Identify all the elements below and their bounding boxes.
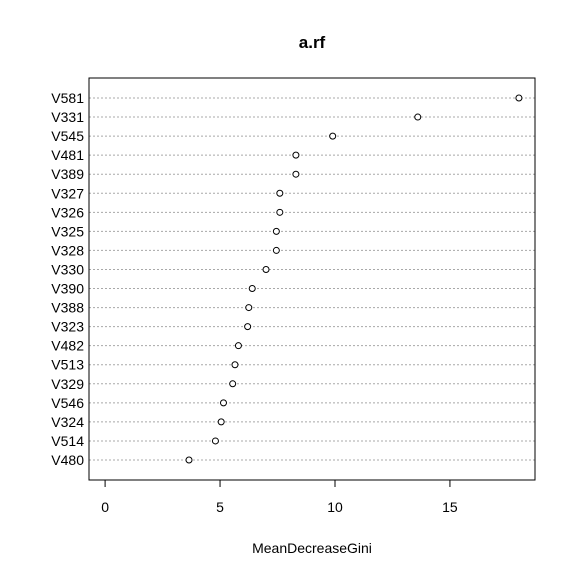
- data-point: [276, 189, 284, 197]
- y-tick-label: V480: [51, 452, 84, 468]
- data-point: [272, 246, 280, 254]
- y-tick-label: V545: [51, 128, 84, 144]
- data-point: [329, 132, 337, 140]
- y-tick-label: V513: [51, 357, 84, 373]
- y-tick-label: V328: [51, 242, 84, 258]
- y-tick-label: V323: [51, 319, 84, 335]
- data-point: [234, 342, 242, 350]
- data-point: [272, 227, 280, 235]
- y-tick-label: V389: [51, 166, 84, 182]
- data-point: [245, 304, 253, 312]
- x-tick-label: 5: [216, 499, 224, 515]
- y-tick-label: V331: [51, 109, 84, 125]
- y-tick-label: V330: [51, 261, 84, 277]
- data-point: [248, 285, 256, 293]
- x-axis: 0 5 10 15: [101, 479, 458, 515]
- y-tick-label: V325: [51, 223, 84, 239]
- y-tick-label: V327: [51, 185, 84, 201]
- data-point: [262, 265, 270, 273]
- x-tick-label: 15: [442, 499, 458, 515]
- data-point: [515, 94, 523, 102]
- data-point: [219, 399, 227, 407]
- y-tick-label: V388: [51, 300, 84, 316]
- y-tick-label: V482: [51, 338, 84, 354]
- y-tick-label: V324: [51, 414, 84, 430]
- data-point: [292, 151, 300, 159]
- y-tick-label: V546: [51, 395, 84, 411]
- chart-title: a.rf: [299, 33, 326, 52]
- y-tick-labels: V581 V331 V545 V481 V389 V327 V326 V325 V328 V330…: [51, 90, 84, 468]
- data-point: [185, 456, 193, 464]
- x-axis-label: MeanDecreaseGini: [252, 540, 372, 556]
- x-tick-label: 0: [101, 499, 109, 515]
- y-tick-label: V481: [51, 147, 84, 163]
- y-tick-label: V326: [51, 204, 84, 220]
- y-tick-label: V390: [51, 281, 84, 297]
- data-point: [244, 323, 252, 331]
- y-tick-label: V581: [51, 90, 84, 106]
- data-point: [292, 170, 300, 178]
- data-point: [414, 113, 422, 121]
- x-tick-label: 10: [327, 499, 343, 515]
- data-point: [231, 361, 239, 369]
- data-point: [217, 418, 225, 426]
- data-points: [185, 94, 523, 464]
- y-tick-label: V329: [51, 376, 84, 392]
- data-point: [211, 437, 219, 445]
- data-point: [229, 380, 237, 388]
- data-point: [276, 208, 284, 216]
- plot-frame: [88, 77, 536, 481]
- gridlines: [89, 97, 535, 461]
- y-tick-label: V514: [51, 433, 84, 449]
